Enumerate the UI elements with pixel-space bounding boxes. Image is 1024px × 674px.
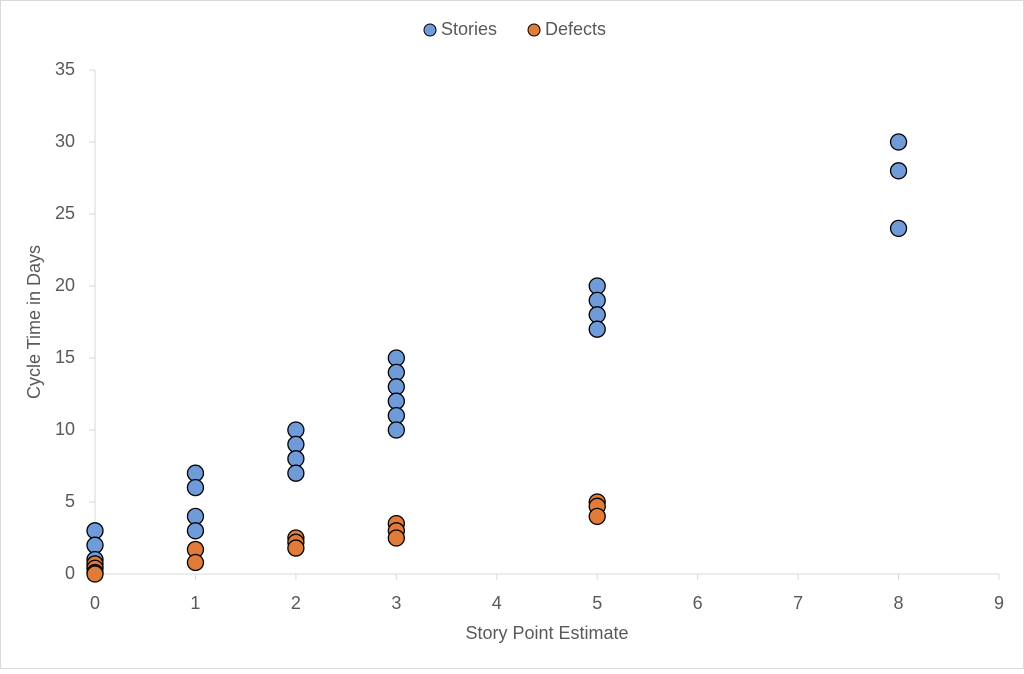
point — [889, 133, 908, 151]
point — [387, 363, 405, 382]
point — [287, 464, 305, 482]
x-axis-label: Story Point Estimate — [465, 623, 628, 643]
point — [186, 464, 205, 482]
point — [588, 507, 606, 526]
y-tick-label: 5 — [65, 491, 75, 511]
y-tick-label: 20 — [55, 275, 75, 295]
point — [86, 565, 104, 583]
point — [889, 219, 908, 238]
legend-label: Defects — [545, 19, 606, 39]
y-tick-label: 35 — [55, 59, 75, 79]
point — [287, 421, 305, 439]
point — [287, 435, 305, 454]
point — [86, 536, 104, 554]
x-tick-label: 8 — [894, 593, 904, 613]
x-tick-label: 9 — [994, 593, 1004, 613]
y-tick-label: 30 — [55, 131, 75, 151]
point — [387, 406, 405, 425]
point — [186, 522, 205, 540]
point — [387, 421, 405, 439]
point — [588, 320, 606, 338]
y-tick-label: 10 — [55, 419, 75, 439]
point — [889, 162, 908, 180]
legend-marker — [423, 23, 437, 37]
point — [387, 529, 405, 547]
x-tick-label: 4 — [492, 593, 502, 613]
point — [287, 450, 305, 468]
y-tick-label: 25 — [55, 203, 75, 223]
point — [387, 392, 405, 410]
y-tick-label: 15 — [55, 347, 75, 367]
point — [186, 553, 205, 572]
point — [387, 349, 405, 367]
point — [86, 522, 104, 540]
x-tick-label: 5 — [592, 593, 602, 613]
x-tick-label: 0 — [90, 593, 100, 613]
point — [588, 277, 606, 295]
x-tick-label: 1 — [190, 593, 200, 613]
x-tick-label: 6 — [693, 593, 703, 613]
point — [186, 478, 205, 497]
y-axis-label: Cycle Time in Days — [24, 245, 44, 399]
y-tick-label: 0 — [65, 563, 75, 583]
x-tick-label: 2 — [291, 593, 301, 613]
point — [387, 378, 405, 396]
point — [588, 291, 606, 310]
point — [287, 539, 305, 557]
x-tick-label: 7 — [793, 593, 803, 613]
x-tick-label: 3 — [391, 593, 401, 613]
legend-marker — [527, 23, 541, 37]
point — [186, 507, 205, 526]
legend-label: Stories — [441, 19, 497, 39]
point — [588, 306, 606, 324]
